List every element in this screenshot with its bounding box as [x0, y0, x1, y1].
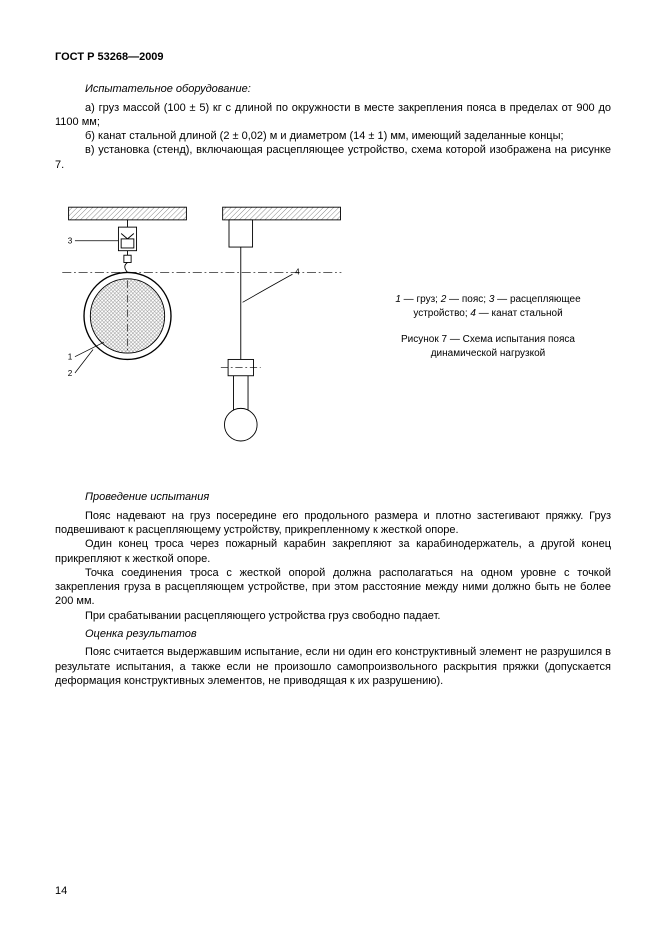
eval-title: Оценка результатов [85, 627, 611, 641]
proc-p3: Точка соединения троса с жесткой опорой … [55, 566, 611, 609]
equip-title: Испытательное оборудование: [85, 82, 611, 96]
figure-label-2: 2 [68, 369, 73, 378]
legend-txt-4: канат стальной [492, 308, 563, 319]
figure-caption-1: Рисунок 7 — Схема испытания пояса [365, 333, 611, 347]
legend-txt-2: пояс [462, 294, 483, 305]
eval-p1: Пояс считается выдержавшим испытание, ес… [55, 645, 611, 688]
figure-label-4: 4 [295, 267, 300, 276]
figure-label-3: 3 [68, 237, 73, 246]
proc-title: Проведение испытания [85, 490, 611, 504]
legend-txt-3: расцепляющее [510, 294, 581, 305]
document-code: ГОСТ Р 53268—2009 [55, 50, 611, 64]
equip-line-b: б) канат стальной длиной (2 ± 0,02) м и … [55, 129, 611, 143]
proc-p4: При срабатывании расцепляющего устройств… [55, 609, 611, 623]
figure-caption-2: динамической нагрузкой [365, 347, 611, 361]
proc-p1: Пояс надевают на груз посередине его про… [55, 509, 611, 538]
figure-7: 3 1 2 4 1 — груз; 2 — пояс; 3 — расцепля… [55, 180, 611, 474]
legend-txt-3b: устройство [413, 308, 465, 319]
figure-label-1: 1 [68, 353, 73, 362]
equip-line-a: а) груз массой (100 ± 5) кг с длиной по … [55, 101, 611, 130]
page-number: 14 [55, 884, 67, 898]
figure-diagram: 3 1 2 4 [55, 180, 345, 474]
legend-txt-1: груз [416, 294, 435, 305]
equip-line-c: в) установка (стенд), включающая расцепл… [55, 143, 611, 172]
figure-legend-caption: 1 — груз; 2 — пояс; 3 — расцепляющее уст… [345, 293, 611, 361]
proc-p2: Один конец троса через пожарный карабин … [55, 537, 611, 566]
